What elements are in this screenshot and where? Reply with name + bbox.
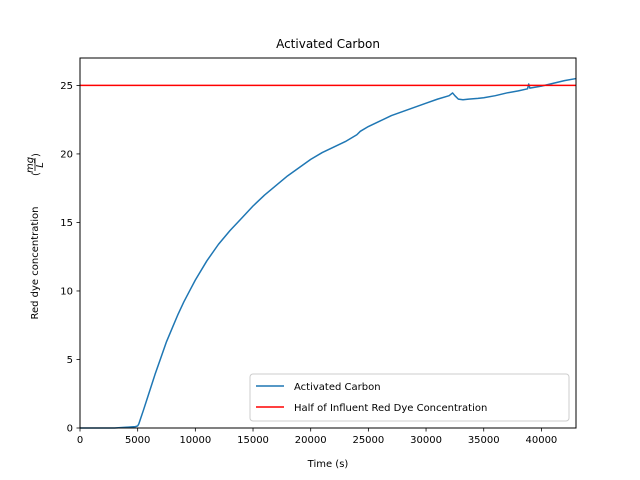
series-line-0 (80, 77, 577, 429)
y-axis-label-group: Red dye concentration ( mg L ) (25, 153, 46, 320)
y-axis-unit-denominator: L (35, 162, 46, 168)
x-tick-label: 15000 (237, 435, 269, 446)
legend: Activated Carbon Half of Influent Red Dy… (249, 373, 570, 422)
x-tick-label: 10000 (179, 435, 211, 446)
y-tick-label: 20 (60, 149, 73, 160)
legend-label-half-influent: Half of Influent Red Dye Concentration (294, 403, 487, 414)
x-axis-label: Time (s) (307, 459, 349, 470)
y-axis-label: Red dye concentration (30, 206, 41, 319)
legend-label-activated-carbon: Activated Carbon (294, 382, 381, 393)
y-axis-unit-numerator: mg (25, 157, 36, 173)
legend-frame (249, 373, 570, 422)
x-tick-label: 0 (77, 435, 83, 446)
y-axis-ticks: 0 5 10 15 20 25 (60, 81, 80, 435)
y-axis-unit-close-paren: ) (31, 153, 42, 157)
y-tick-label: 5 (67, 355, 73, 366)
y-tick-label: 15 (60, 218, 73, 229)
x-tick-label: 40000 (525, 435, 557, 446)
plot-frame (79, 57, 577, 429)
x-tick-label: 20000 (295, 435, 327, 446)
series-layer (80, 77, 577, 429)
y-tick-label: 10 (60, 286, 73, 297)
x-tick-label: 30000 (410, 435, 442, 446)
y-axis-unit-open-paren: ( (31, 172, 42, 176)
chart-title: Activated Carbon (276, 37, 380, 51)
x-tick-label: 5000 (125, 435, 150, 446)
x-tick-label: 35000 (468, 435, 500, 446)
plot-area (80, 58, 576, 428)
x-axis-ticks: 0 5000 10000 15000 20000 25000 30000 35000 40000 (77, 428, 557, 446)
y-tick-label: 25 (60, 81, 73, 92)
x-tick-label: 25000 (352, 435, 384, 446)
y-tick-label: 0 (67, 424, 73, 435)
